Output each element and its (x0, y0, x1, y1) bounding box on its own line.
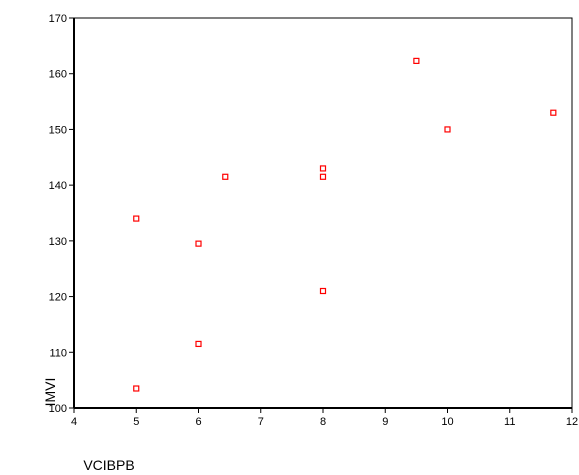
data-point (195, 340, 202, 348)
data-point (222, 173, 229, 180)
y-tick-label: 100 (49, 403, 67, 415)
data-point (550, 109, 557, 116)
data-point (444, 126, 451, 133)
x-tick-label: 5 (133, 416, 139, 428)
x-tick-label: 7 (258, 416, 264, 428)
axes (73, 17, 573, 409)
x-tick-label: 10 (441, 416, 453, 428)
data-point (413, 57, 420, 65)
x-tick-label: 9 (382, 416, 388, 428)
y-tick-label: 170 (49, 13, 67, 25)
x-axis-label: VCIBPB (83, 457, 134, 473)
y-ticks: 100 110 120 130 140 150 160 170 (49, 13, 74, 415)
y-tick-label: 110 (49, 347, 67, 359)
x-ticks: 4 5 6 7 8 9 10 11 12 (71, 408, 578, 428)
y-tick-label: 120 (49, 292, 67, 304)
y-axis-label: IMVI (42, 378, 58, 407)
y-tick-label: 160 (49, 69, 67, 81)
y-tick-label: 140 (49, 180, 67, 192)
data-point (319, 173, 327, 180)
x-tick-label: 11 (504, 416, 515, 428)
x-tick-label: 4 (71, 416, 77, 428)
data-point (133, 385, 140, 392)
data-point (133, 215, 140, 222)
data-point (319, 287, 327, 295)
y-tick-label: 130 (49, 236, 67, 248)
x-tick-label: 12 (566, 416, 578, 428)
y-tick-label: 150 (49, 124, 67, 136)
data-point (319, 165, 327, 172)
plot-frame (73, 17, 573, 409)
x-tick-label: 8 (320, 416, 326, 428)
data-point (195, 240, 202, 247)
data-points (133, 57, 557, 392)
x-tick-label: 6 (195, 416, 201, 428)
